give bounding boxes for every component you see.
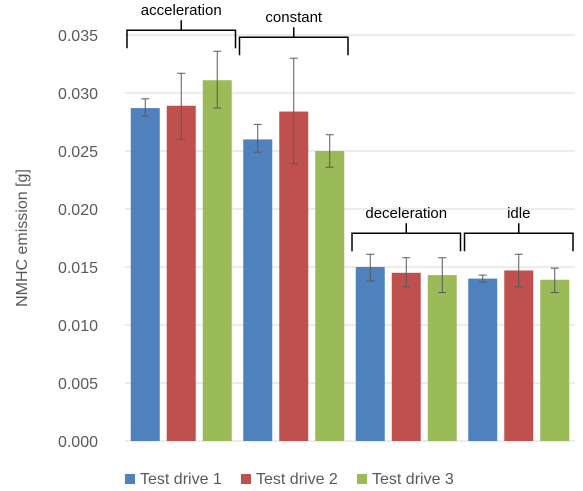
error-bars — [141, 50, 559, 294]
gridlines — [125, 34, 575, 442]
bar — [540, 279, 570, 441]
legend-label: Test drive 3 — [372, 471, 454, 488]
y-axis-ticks: 0.000 0.005 0.010 0.015 0.020 0.025 0.030 0.035 — [58, 28, 98, 451]
phase-label: acceleration — [141, 2, 222, 19]
y-tick-label: 0.015 — [58, 260, 98, 277]
phase-bracket-constant: constant — [238, 9, 349, 56]
legend-label: Test drive 2 — [256, 471, 338, 488]
bar — [166, 105, 196, 441]
bracket-line — [463, 223, 574, 252]
legend-swatch — [357, 474, 367, 484]
bar — [315, 151, 345, 441]
bar — [504, 270, 534, 441]
y-tick-label: 0.000 — [58, 434, 98, 451]
y-tick-label: 0.030 — [58, 86, 98, 103]
phase-label: idle — [507, 205, 530, 222]
legend-swatch — [241, 474, 251, 484]
legend-swatch — [125, 474, 135, 484]
bar — [427, 275, 457, 441]
bar — [391, 272, 421, 441]
phase-label: constant — [265, 9, 323, 26]
y-tick-label: 0.005 — [58, 376, 98, 393]
bar — [279, 111, 309, 441]
phase-bracket-deceleration: deceleration — [351, 205, 462, 252]
phase-bracket-acceleration: acceleration — [126, 2, 237, 49]
legend: Test drive 1 Test drive 2 Test drive 3 — [125, 471, 454, 488]
y-tick-label: 0.025 — [58, 144, 98, 161]
bar — [243, 139, 273, 441]
bar — [130, 108, 160, 441]
bracket-line — [238, 27, 349, 56]
y-tick-label: 0.010 — [58, 318, 98, 335]
bracket-line — [351, 223, 462, 252]
bracket-line — [126, 20, 237, 49]
y-axis-title: NMHC emission [g] — [14, 169, 31, 307]
bars — [130, 80, 570, 442]
y-tick-label: 0.035 — [58, 28, 98, 45]
legend-item: Test drive 3 — [357, 471, 454, 488]
bar — [355, 267, 385, 441]
legend-item: Test drive 1 — [125, 471, 222, 488]
y-tick-label: 0.020 — [58, 202, 98, 219]
phase-bracket-idle: idle — [463, 205, 574, 252]
phase-brackets: acceleration constant deceleration idle — [126, 2, 574, 252]
bar — [468, 278, 498, 441]
phase-label: deceleration — [365, 205, 447, 222]
bar — [202, 80, 232, 442]
legend-item: Test drive 2 — [241, 471, 338, 488]
legend-label: Test drive 1 — [140, 471, 222, 488]
